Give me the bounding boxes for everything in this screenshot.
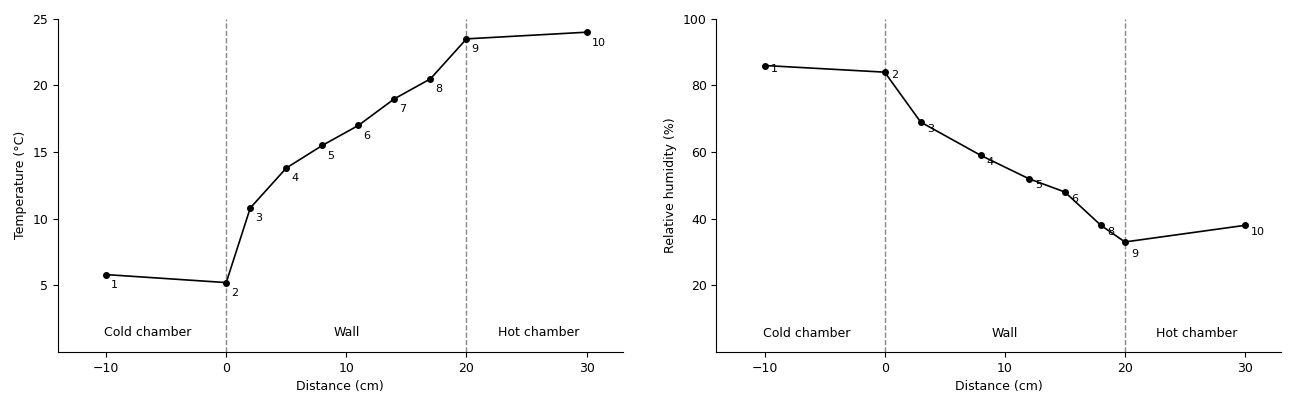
Text: 3: 3	[927, 124, 934, 134]
Text: 3: 3	[255, 213, 262, 223]
Text: Cold chamber: Cold chamber	[763, 327, 851, 340]
Text: 9: 9	[1131, 249, 1138, 258]
Text: 4: 4	[291, 173, 298, 184]
Text: 2: 2	[891, 70, 897, 81]
Text: 5: 5	[328, 151, 334, 161]
Text: 8: 8	[435, 84, 443, 94]
Text: Wall: Wall	[992, 327, 1018, 340]
Text: 7: 7	[399, 104, 407, 114]
Text: 1: 1	[111, 280, 118, 290]
Text: 8: 8	[1107, 227, 1114, 237]
X-axis label: Distance (cm): Distance (cm)	[297, 380, 385, 393]
Text: 1: 1	[771, 64, 777, 74]
Text: 2: 2	[231, 288, 238, 298]
Text: 5: 5	[1035, 180, 1042, 190]
Text: 6: 6	[1071, 194, 1077, 204]
Text: Cold chamber: Cold chamber	[105, 326, 192, 339]
Y-axis label: Relative humidity (%): Relative humidity (%)	[664, 118, 677, 253]
Text: Wall: Wall	[333, 326, 360, 339]
Text: Hot chamber: Hot chamber	[497, 326, 579, 339]
X-axis label: Distance (cm): Distance (cm)	[954, 380, 1042, 393]
Text: Hot chamber: Hot chamber	[1156, 327, 1238, 340]
Text: 10: 10	[592, 37, 606, 48]
Y-axis label: Temperature (°C): Temperature (°C)	[14, 131, 27, 239]
Text: 9: 9	[471, 44, 478, 54]
Text: 10: 10	[1251, 227, 1265, 237]
Text: 4: 4	[987, 157, 993, 167]
Text: 6: 6	[363, 131, 370, 141]
